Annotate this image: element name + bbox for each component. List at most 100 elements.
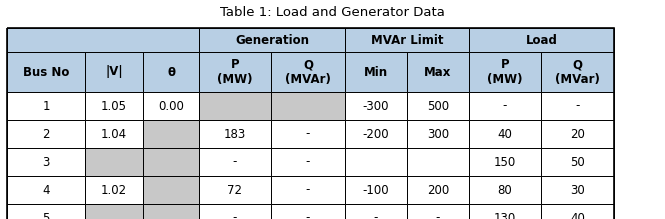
Bar: [271, 148, 345, 176]
Text: 130: 130: [494, 212, 516, 219]
Text: 1.02: 1.02: [101, 184, 127, 196]
Bar: [271, 92, 345, 120]
Text: -: -: [575, 99, 580, 113]
Bar: [541, 148, 614, 176]
Bar: [469, 204, 541, 219]
Text: 500: 500: [427, 99, 449, 113]
Bar: [7, 204, 85, 219]
Bar: [407, 148, 469, 176]
Bar: [143, 204, 199, 219]
Bar: [143, 176, 199, 204]
Text: 50: 50: [570, 155, 585, 168]
Bar: [7, 148, 85, 176]
Text: 4: 4: [43, 184, 50, 196]
Bar: [345, 148, 407, 176]
Bar: [7, 120, 85, 148]
Bar: [345, 120, 407, 148]
Text: Q: Q: [573, 58, 583, 71]
Text: 20: 20: [570, 127, 585, 141]
Bar: [541, 120, 614, 148]
Text: 1.04: 1.04: [101, 127, 127, 141]
Text: -: -: [233, 212, 237, 219]
Text: Table 1: Load and Generator Data: Table 1: Load and Generator Data: [220, 5, 445, 18]
Bar: [143, 52, 199, 92]
Bar: [541, 92, 614, 120]
Bar: [199, 204, 271, 219]
Text: 200: 200: [427, 184, 449, 196]
Text: -200: -200: [362, 127, 389, 141]
Text: Max: Max: [424, 65, 452, 78]
Text: (MVar): (MVar): [555, 74, 600, 87]
Bar: [345, 204, 407, 219]
Text: -: -: [503, 99, 507, 113]
Bar: [199, 120, 271, 148]
Bar: [469, 28, 614, 52]
Bar: [345, 176, 407, 204]
Text: P: P: [501, 58, 509, 71]
Text: Generation: Generation: [235, 34, 309, 46]
Bar: [85, 52, 143, 92]
Bar: [271, 176, 345, 204]
Text: 1: 1: [43, 99, 50, 113]
Text: -: -: [436, 212, 440, 219]
Text: 5: 5: [43, 212, 50, 219]
Text: θ: θ: [167, 65, 175, 78]
Bar: [541, 176, 614, 204]
Bar: [469, 176, 541, 204]
Text: -: -: [374, 212, 378, 219]
Text: -: -: [233, 155, 237, 168]
Bar: [407, 92, 469, 120]
Bar: [143, 120, 199, 148]
Text: -100: -100: [362, 184, 389, 196]
Bar: [199, 176, 271, 204]
Text: -: -: [306, 212, 310, 219]
Text: Q: Q: [303, 58, 313, 71]
Bar: [7, 28, 199, 52]
Bar: [469, 148, 541, 176]
Text: 72: 72: [227, 184, 243, 196]
Text: 2: 2: [43, 127, 50, 141]
Text: -300: -300: [362, 99, 389, 113]
Bar: [271, 120, 345, 148]
Text: 3: 3: [43, 155, 50, 168]
Text: 150: 150: [494, 155, 516, 168]
Bar: [407, 204, 469, 219]
Text: -: -: [306, 184, 310, 196]
Bar: [345, 52, 407, 92]
Bar: [407, 52, 469, 92]
Bar: [85, 120, 143, 148]
Text: 0.00: 0.00: [158, 99, 184, 113]
Bar: [271, 204, 345, 219]
Text: (MVAr): (MVAr): [285, 74, 331, 87]
Bar: [199, 52, 271, 92]
Bar: [85, 92, 143, 120]
Text: -: -: [306, 127, 310, 141]
Bar: [199, 92, 271, 120]
Text: 40: 40: [497, 127, 513, 141]
Text: MVAr Limit: MVAr Limit: [371, 34, 444, 46]
Bar: [7, 92, 85, 120]
Text: P: P: [231, 58, 239, 71]
Text: 80: 80: [497, 184, 512, 196]
Bar: [469, 120, 541, 148]
Bar: [143, 148, 199, 176]
Bar: [271, 52, 345, 92]
Bar: [143, 92, 199, 120]
Text: 30: 30: [570, 184, 585, 196]
Bar: [407, 176, 469, 204]
Text: 183: 183: [224, 127, 246, 141]
Bar: [407, 120, 469, 148]
Bar: [85, 204, 143, 219]
Text: -: -: [306, 155, 310, 168]
Bar: [469, 92, 541, 120]
Bar: [345, 92, 407, 120]
Bar: [541, 52, 614, 92]
Bar: [7, 52, 85, 92]
Bar: [469, 52, 541, 92]
Text: 40: 40: [570, 212, 585, 219]
Text: 300: 300: [427, 127, 449, 141]
Text: 1.05: 1.05: [101, 99, 127, 113]
Text: |V|: |V|: [105, 65, 123, 78]
Text: (MW): (MW): [487, 74, 523, 87]
Bar: [345, 28, 469, 52]
